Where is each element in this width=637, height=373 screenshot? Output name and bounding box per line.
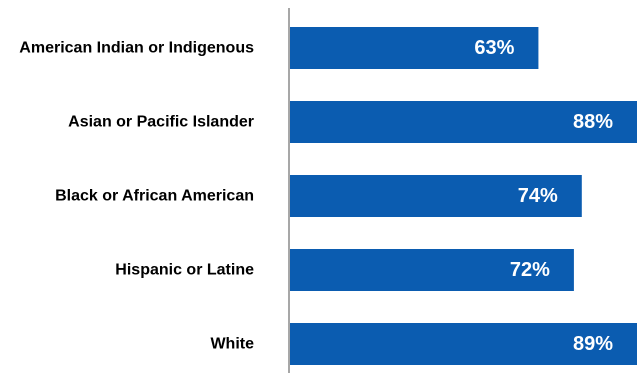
value-label: 63%: [474, 37, 514, 59]
category-label: Hispanic or Latine: [115, 262, 254, 279]
bar: [290, 101, 637, 143]
bars-group: American Indian or Indigenous 63% Asian or…: [19, 27, 637, 365]
bar: [290, 27, 539, 69]
value-label: 72%: [510, 259, 550, 281]
bar: [290, 249, 574, 291]
category-label: Black or African American: [55, 188, 254, 205]
category-label: White: [210, 336, 254, 353]
value-label: 74%: [518, 185, 558, 207]
bar: [290, 175, 582, 217]
category-label: Asian or Pacific Islander: [68, 114, 254, 131]
bar: [290, 323, 637, 365]
value-label: 88%: [573, 111, 613, 133]
value-label: 89%: [573, 333, 613, 355]
category-label: American Indian or Indigenous: [19, 40, 254, 57]
